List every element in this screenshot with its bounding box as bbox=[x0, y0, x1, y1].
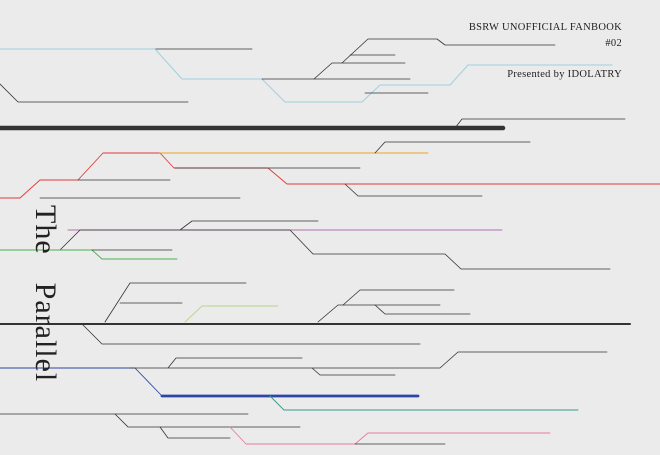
line-black-10 bbox=[374, 141, 531, 154]
line-black-15 bbox=[59, 229, 611, 270]
line-black-13 bbox=[344, 183, 483, 197]
line-black-25 bbox=[311, 367, 396, 376]
line-pink-1 bbox=[229, 426, 551, 445]
line-red-1 bbox=[0, 152, 660, 199]
line-black-21 bbox=[374, 304, 471, 315]
series-title: BSRW UNOFFICIAL FANBOOK bbox=[468, 22, 622, 33]
line-black-17 bbox=[104, 282, 247, 323]
line-black-27 bbox=[114, 413, 301, 428]
title-word-parallel: Parallel bbox=[29, 282, 62, 383]
presenter-credit: Presented by IDOLATRY bbox=[507, 69, 622, 80]
line-black-4 bbox=[313, 62, 406, 80]
line-lime-1 bbox=[184, 305, 279, 323]
line-navy-1 bbox=[0, 367, 419, 397]
line-green-1 bbox=[0, 249, 178, 260]
cover-title: The Parallel bbox=[29, 205, 62, 383]
line-black-20 bbox=[342, 289, 455, 306]
line-black-19 bbox=[317, 304, 441, 323]
line-black-28 bbox=[159, 426, 231, 439]
line-black-1 bbox=[0, 83, 189, 103]
line-black-24 bbox=[167, 357, 303, 369]
line-black-23 bbox=[129, 351, 608, 369]
line-black-5 bbox=[341, 38, 556, 64]
line-black-22 bbox=[81, 323, 421, 345]
line-black-8 bbox=[454, 118, 626, 129]
line-teal-1 bbox=[269, 395, 579, 411]
line-light-blue-1 bbox=[0, 48, 613, 103]
issue-number: #02 bbox=[605, 38, 622, 49]
line-black-14 bbox=[179, 220, 319, 231]
title-word-the: The bbox=[29, 205, 62, 255]
